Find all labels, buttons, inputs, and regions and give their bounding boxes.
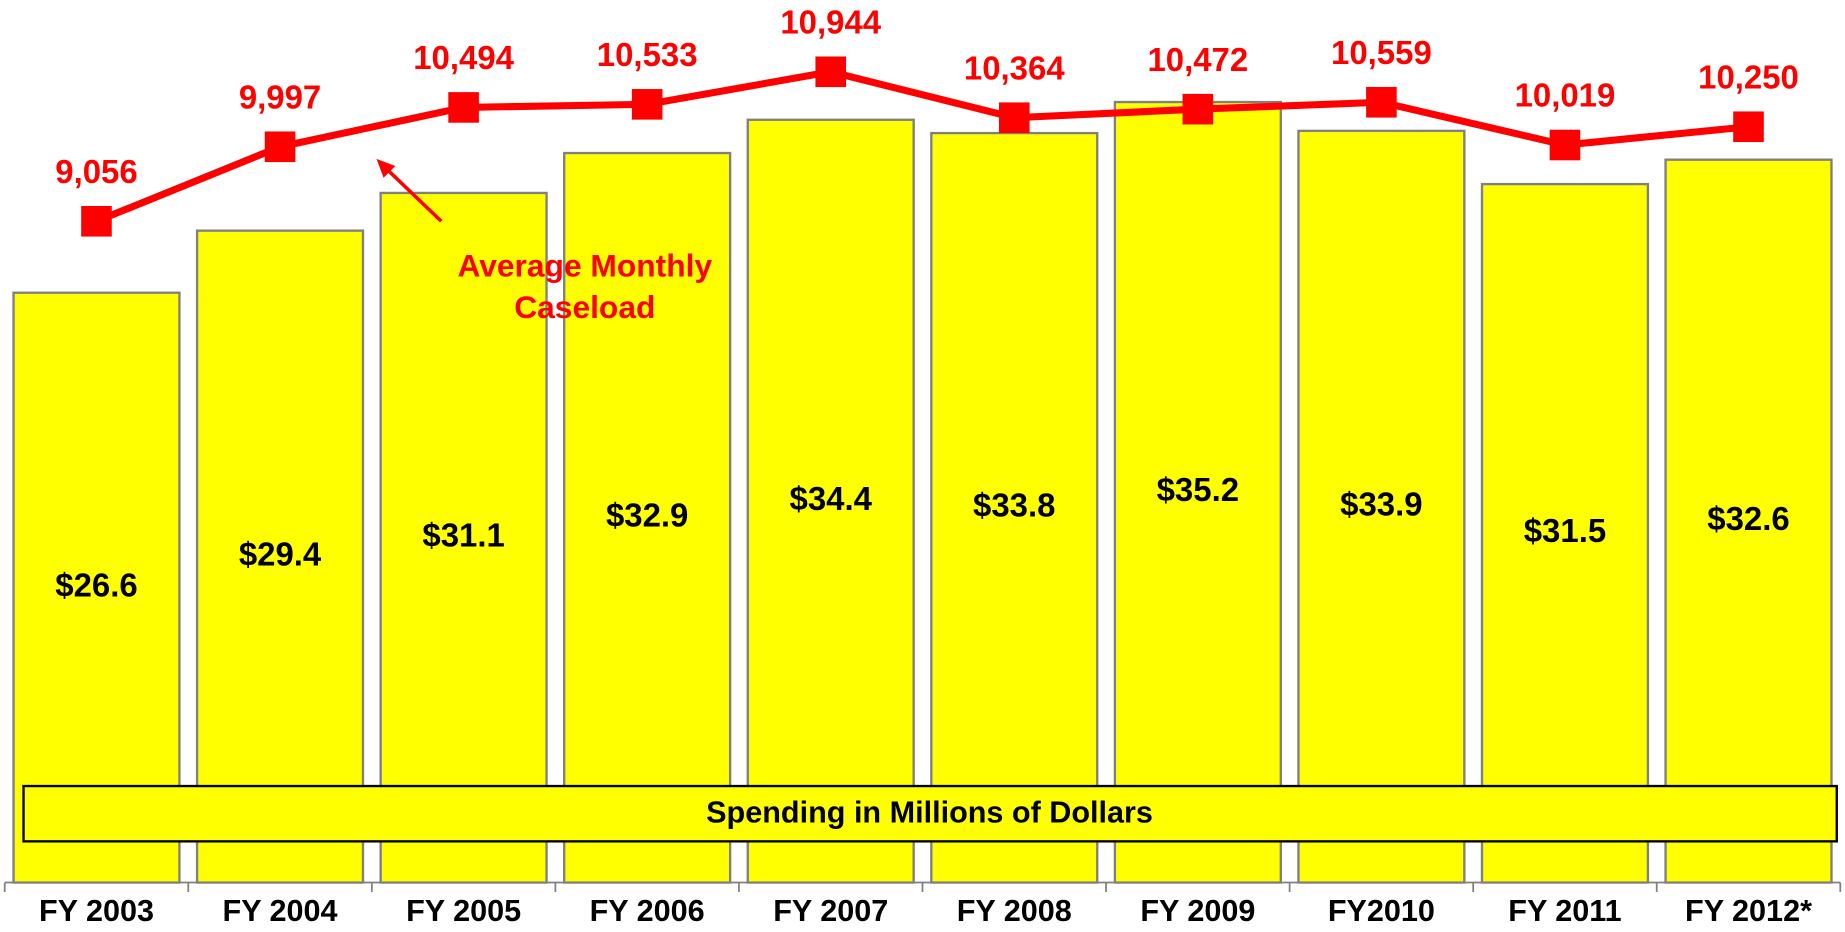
bar-value-label: $26.6 <box>55 566 137 603</box>
annotation: Caseload <box>514 289 655 325</box>
line-value-label: 9,997 <box>239 78 321 115</box>
line-marker <box>1549 129 1581 161</box>
line-value-label: 10,364 <box>964 49 1065 86</box>
bar <box>379 191 548 884</box>
bar-value-label: $34.4 <box>790 480 873 517</box>
annotation: Average Monthly <box>457 248 712 284</box>
bar <box>1297 129 1466 884</box>
line-marker <box>1182 93 1214 125</box>
line-marker <box>81 205 112 237</box>
line-value-label: 10,533 <box>597 36 698 73</box>
line-value-label: 10,944 <box>780 3 881 40</box>
bar-value-label: $35.2 <box>1157 471 1239 508</box>
line-value-label: 10,559 <box>1331 34 1432 71</box>
line-value-label: 9,056 <box>55 153 137 190</box>
line-marker <box>815 56 847 88</box>
bar <box>563 151 732 884</box>
line-marker <box>1733 111 1764 143</box>
line-marker <box>448 92 479 123</box>
x-tick-label: FY 2008 <box>957 894 1072 928</box>
series-label: Spending in Millions of Dollars <box>706 795 1153 829</box>
bar <box>930 131 1099 884</box>
x-tick-label: FY 2004 <box>223 894 338 928</box>
bar-value-label: $31.1 <box>422 516 504 553</box>
x-tick-label: FY 2003 <box>39 894 154 928</box>
line-value-label: 10,472 <box>1147 41 1248 78</box>
bar <box>1113 100 1282 884</box>
line <box>95 68 1749 225</box>
bar-value-label: $33.9 <box>1340 485 1422 522</box>
x-tick-label: FY 2007 <box>773 894 888 928</box>
bar <box>195 229 365 884</box>
bar <box>1664 158 1833 884</box>
annotation-arrow <box>384 167 443 223</box>
line-value-label: 10,019 <box>1515 77 1616 114</box>
bar <box>1480 182 1650 884</box>
x-tick-label: FY 2011 <box>1508 894 1621 928</box>
x-tick-label: FY 2006 <box>590 894 705 928</box>
bar-value-label: $32.6 <box>1707 500 1789 537</box>
bar <box>746 118 915 884</box>
bar-value-label: $33.8 <box>973 487 1055 524</box>
line-marker <box>264 131 296 163</box>
line-marker <box>1366 86 1397 118</box>
x-tick-label: FY 2012* <box>1685 894 1812 928</box>
line-value-label: 10,250 <box>1698 58 1799 95</box>
x-tick-label: FY 2005 <box>406 894 521 928</box>
bar-value-label: $29.4 <box>239 535 322 572</box>
line-value-label: 10,494 <box>413 39 514 76</box>
line-marker <box>998 102 1030 134</box>
series-label-box <box>22 784 1838 843</box>
bar-value-label: $32.9 <box>606 496 688 533</box>
line-marker <box>631 89 663 120</box>
annotation-arrowhead <box>376 158 396 178</box>
x-tick-label: FY 2009 <box>1140 894 1255 928</box>
x-tick-label: FY2010 <box>1328 894 1435 928</box>
bar <box>12 291 181 884</box>
bar-value-label: $31.5 <box>1524 512 1606 549</box>
